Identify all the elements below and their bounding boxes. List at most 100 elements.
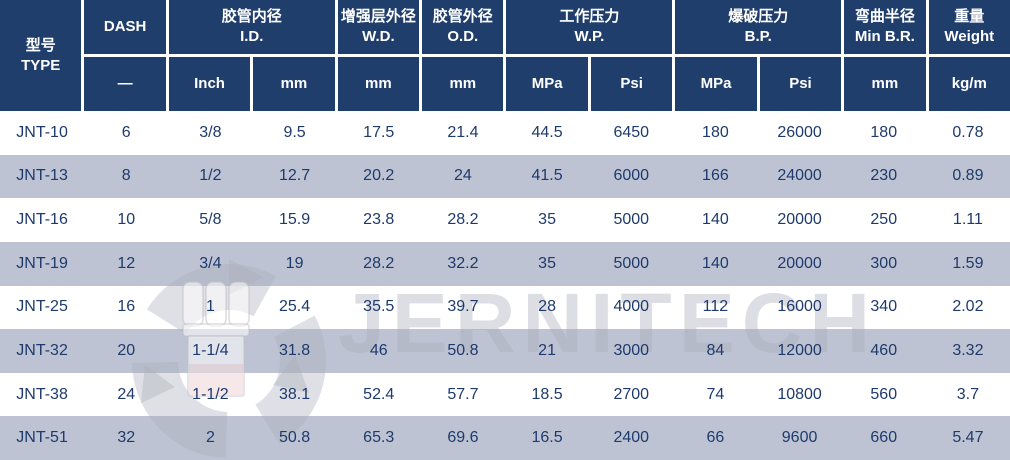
table-cell: 35 <box>538 211 556 229</box>
table-cell: 31.8 <box>279 341 311 359</box>
table-cell: 12.7 <box>279 167 311 185</box>
table-cell: JNT-16 <box>16 211 68 229</box>
header-dash-label: DASH <box>103 18 147 35</box>
unit-od-mm: mm <box>422 57 504 111</box>
header-od: 胶管外径 O.D. <box>422 0 504 54</box>
table-cell: 5000 <box>613 254 650 272</box>
table-row: JNT-19 12 3/4 19 28.2 32.2 35 5000 140 20000 300 1.… <box>0 241 1010 286</box>
table-cell: 6450 <box>613 123 650 141</box>
header-wd: 增强层外径 W.D. <box>337 0 420 54</box>
table-cell: 84 <box>706 341 725 359</box>
table-cell: 39.7 <box>447 298 479 316</box>
header-type: 型号 TYPE <box>0 0 82 111</box>
table-row: JNT-25 16 1 25.4 35.5 39.7 28 4000 112 16000 340 2.… <box>0 285 1010 330</box>
table-cell: 3.32 <box>952 341 984 359</box>
table-cell: JNT-32 <box>16 341 68 359</box>
table-cell: 6000 <box>613 167 650 185</box>
header-type-en: TYPE <box>21 56 61 74</box>
table-cell: 660 <box>870 429 898 447</box>
table-cell: 15.9 <box>279 211 311 229</box>
table-cell: 20 <box>117 341 136 359</box>
table-cell: 52.4 <box>363 385 395 403</box>
table-cell: 2 <box>205 429 215 447</box>
table-cell: 1 <box>205 298 215 316</box>
table-cell: 24 <box>454 167 472 185</box>
table-cell: 16.5 <box>531 429 563 447</box>
table-cell: 180 <box>702 123 729 141</box>
table-cell: 10800 <box>777 385 822 403</box>
table-cell: 26000 <box>777 123 822 141</box>
table-cell: 35 <box>538 254 556 272</box>
header-wp: 工作压力 W.P. <box>506 0 673 54</box>
header-wd-en: W.D. <box>362 28 395 45</box>
table-cell: 18.5 <box>531 385 563 403</box>
table-cell: 166 <box>702 167 729 185</box>
table-cell: 24 <box>117 385 136 403</box>
table-cell: 28 <box>538 298 556 316</box>
table-cell: 25.4 <box>279 298 311 316</box>
table-cell: 9600 <box>781 429 818 447</box>
table-cell: 23.8 <box>363 211 395 229</box>
header-wt-zh: 重量 <box>954 8 985 25</box>
unit-id-inch: Inch <box>168 57 251 111</box>
table-row: JNT-51 32 2 50.8 65.3 69.6 16.5 2400 66 9600 660 5.… <box>0 416 1010 460</box>
header-wp-zh: 工作压力 <box>559 8 620 25</box>
table-cell: 3/8 <box>199 123 222 141</box>
table-cell: 0.78 <box>952 123 984 141</box>
table-cell: 21 <box>538 341 556 359</box>
header-br: 弯曲半径 Min B.R. <box>844 0 926 54</box>
header-bp-zh: 爆破压力 <box>728 8 789 25</box>
header-wd-zh: 增强层外径 <box>340 8 416 25</box>
table-row: JNT-32 20 1-1/4 31.8 46 50.8 21 3000 84 12000 460 3… <box>0 329 1010 373</box>
table-cell: 5/8 <box>199 211 222 229</box>
table-cell: 560 <box>870 385 898 403</box>
table-cell: 69.6 <box>447 429 479 447</box>
unit-wd-mm: mm <box>337 57 420 111</box>
table-cell: 20000 <box>777 211 822 229</box>
table-cell: JNT-19 <box>16 254 68 272</box>
table-cell: 5.47 <box>952 429 984 447</box>
header-wp-en: W.P. <box>574 28 605 45</box>
header-wt-en: Weight <box>944 28 995 45</box>
table-cell: 300 <box>870 254 898 272</box>
table-cell: 1-1/4 <box>192 341 229 359</box>
table-row: JNT-38 24 1-1/2 38.1 52.4 57.7 18.5 2700 74 10800… <box>0 372 1010 417</box>
table-cell: 65.3 <box>363 429 395 447</box>
table-cell: 32 <box>117 429 136 447</box>
table-cell: JNT-51 <box>16 429 68 447</box>
table-cell: 460 <box>870 341 898 359</box>
table-cell: 16000 <box>777 298 822 316</box>
table-cell: 2700 <box>613 385 650 403</box>
table-cell: 41.5 <box>531 167 563 185</box>
table-cell: 1.59 <box>952 254 984 272</box>
unit-br-mm: mm <box>844 57 926 111</box>
table-cell: 112 <box>702 298 729 316</box>
header-od-en: O.D. <box>447 28 479 45</box>
table-cell: 9.5 <box>283 123 306 141</box>
table-cell: 24000 <box>777 167 822 185</box>
header-id-en: I.D. <box>240 28 264 45</box>
unit-bp-mpa: MPa <box>675 57 757 111</box>
table-cell: 1-1/2 <box>192 385 229 403</box>
unit-bp-psi: Psi <box>759 57 842 111</box>
header-id: 胶管内径 I.D. <box>168 0 335 54</box>
table-cell: 2400 <box>613 429 650 447</box>
table-cell: 17.5 <box>363 123 395 141</box>
table-row: JNT-10 6 3/8 9.5 17.5 21.4 44.5 6450 180 26000 180… <box>0 111 1010 155</box>
table-cell: 140 <box>702 254 729 272</box>
table-cell: 1/2 <box>199 167 222 185</box>
table-row: JNT-16 10 5/8 15.9 23.8 28.2 35 5000 140 20000 250… <box>0 198 1010 242</box>
header-wt: 重量 Weight <box>928 0 1010 54</box>
table-cell: 46 <box>369 341 388 359</box>
table-cell: 140 <box>702 211 729 229</box>
table-cell: 10 <box>117 211 136 229</box>
header-id-zh: 胶管内径 <box>221 8 282 25</box>
table-cell: 8 <box>121 167 131 185</box>
header-dash: DASH <box>84 0 166 54</box>
unit-wt-kgm: kg/m <box>928 57 1010 111</box>
table-cell: 12000 <box>777 341 822 359</box>
table-cell: 32.2 <box>447 254 479 272</box>
header-bp-en: B.P. <box>744 28 772 45</box>
table-cell: 35.5 <box>363 298 395 316</box>
table-cell: 6 <box>121 123 131 141</box>
